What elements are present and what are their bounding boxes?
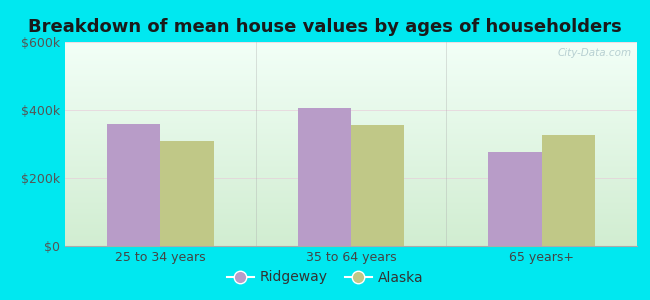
Bar [541,136,595,246]
Bar [161,141,214,246]
Text: Breakdown of mean house values by ages of householders: Breakdown of mean house values by ages o… [28,18,622,36]
Text: City-Data.com: City-Data.com [557,48,631,58]
Bar [351,125,404,246]
Bar [298,108,351,246]
Bar [488,152,541,246]
Legend: Ridgeway, Alaska: Ridgeway, Alaska [221,265,429,290]
Bar [107,124,161,246]
